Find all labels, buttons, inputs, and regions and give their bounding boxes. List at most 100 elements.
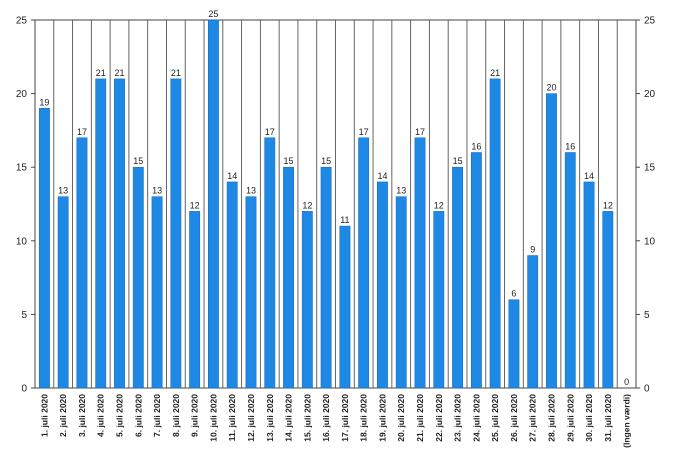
bar — [414, 137, 426, 389]
y-axis-right: 0 5 10 15 20 25 — [636, 16, 656, 395]
bar — [76, 137, 88, 389]
data-label: 12 — [190, 200, 200, 210]
bar — [470, 152, 482, 389]
x-tick-label: 14. juli 2020 — [284, 394, 294, 442]
bar — [95, 78, 107, 389]
bars — [38, 19, 614, 389]
data-label: 9 — [530, 245, 535, 255]
y-tick-label-right: 15 — [644, 163, 656, 174]
x-tick-label: 22. juli 2020 — [434, 394, 444, 442]
bar — [395, 196, 407, 389]
data-label: 14 — [584, 171, 594, 181]
data-label: 16 — [471, 141, 481, 151]
x-tick-label: 23. juli 2020 — [453, 394, 463, 442]
data-label: 17 — [265, 127, 275, 137]
data-label: 17 — [77, 127, 87, 137]
data-label: 21 — [115, 68, 125, 78]
y-axis-left: 0 5 10 15 20 25 — [16, 16, 35, 395]
x-tick-label: 21. juli 2020 — [415, 394, 425, 442]
data-label: 21 — [490, 68, 500, 78]
data-label: 16 — [565, 141, 575, 151]
bar — [57, 196, 69, 389]
x-tick-label: (Ingen værdi) — [622, 394, 632, 448]
y-tick-label-left: 0 — [21, 384, 27, 395]
bar — [564, 152, 576, 389]
x-tick-label: 11. juli 2020 — [227, 394, 237, 442]
x-tick-label: 29. juli 2020 — [565, 394, 575, 442]
y-tick-label-right: 5 — [644, 310, 650, 321]
x-tick-label: 24. juli 2020 — [471, 394, 481, 442]
data-label: 17 — [359, 127, 369, 137]
data-label: 13 — [58, 186, 68, 196]
x-tick-label: 20. juli 2020 — [396, 394, 406, 442]
x-tick-label: 26. juli 2020 — [509, 394, 519, 442]
data-label: 12 — [434, 200, 444, 210]
bar — [264, 137, 276, 389]
bar — [301, 211, 313, 389]
y-tick-label-right: 20 — [644, 89, 656, 100]
data-label: 14 — [377, 171, 387, 181]
bar — [283, 166, 294, 389]
x-tick-label: 10. juli 2020 — [208, 394, 218, 442]
data-label: 19 — [39, 97, 49, 107]
y-tick-label-right: 10 — [644, 236, 656, 247]
bar — [245, 196, 257, 389]
bar — [433, 211, 445, 389]
data-label: 12 — [302, 200, 312, 210]
bar — [151, 196, 163, 389]
data-label: 11 — [340, 215, 349, 225]
bar — [189, 211, 201, 389]
bar — [508, 299, 520, 389]
bar — [320, 166, 332, 389]
bar — [489, 78, 501, 389]
x-tick-label: 28. juli 2020 — [546, 394, 556, 442]
data-label: 15 — [133, 156, 143, 166]
bar — [377, 181, 388, 389]
bar — [339, 225, 351, 389]
y-tick-label-right: 25 — [644, 16, 656, 27]
x-tick-label: 19. juli 2020 — [377, 394, 387, 442]
data-label: 20 — [546, 83, 556, 93]
data-label: 6 — [511, 289, 516, 299]
bar — [170, 78, 182, 389]
y-tick-label-right: 0 — [644, 384, 650, 395]
y-tick-label-left: 20 — [16, 89, 28, 100]
data-label: 15 — [321, 156, 331, 166]
data-label: 14 — [227, 171, 237, 181]
x-tick-label: 17. juli 2020 — [340, 394, 350, 442]
bar — [583, 181, 595, 389]
y-tick-label-left: 25 — [16, 16, 28, 27]
data-label: 13 — [152, 186, 162, 196]
bar — [208, 19, 219, 389]
bar — [358, 137, 370, 389]
bar — [132, 166, 144, 389]
data-label: 13 — [396, 186, 406, 196]
y-tick-label-left: 5 — [21, 310, 27, 321]
x-tick-label: 31. juli 2020 — [603, 394, 613, 442]
data-labels: 19 13 17 21 21 15 13 21 12 25 14 13 17 15 12 15 11 17 14 13… — [39, 9, 629, 387]
bar — [452, 166, 463, 389]
data-label: 12 — [603, 200, 613, 210]
x-tick-label: 13. juli 2020 — [265, 394, 275, 442]
data-label: 21 — [96, 68, 106, 78]
data-label: 15 — [284, 156, 294, 166]
gridlines — [53, 20, 618, 388]
y-tick-label-left: 15 — [16, 163, 28, 174]
x-tick-label: 30. juli 2020 — [584, 394, 594, 442]
x-tick-label: 1. juli 2020 — [39, 394, 49, 437]
x-tick-label: 7. juli 2020 — [152, 394, 162, 437]
bar — [546, 93, 557, 389]
x-tick-label: 15. juli 2020 — [302, 394, 312, 442]
x-tick-label: 4. juli 2020 — [96, 394, 106, 437]
data-label: 13 — [246, 186, 256, 196]
bar — [226, 181, 238, 389]
x-tick-label: 5. juli 2020 — [115, 394, 125, 437]
x-tick-label: 12. juli 2020 — [246, 394, 256, 442]
x-tick-label: 18. juli 2020 — [359, 394, 369, 442]
bar — [38, 108, 50, 389]
x-tick-label: 6. juli 2020 — [133, 394, 143, 437]
x-tick-label: 9. juli 2020 — [190, 394, 200, 437]
data-label: 21 — [171, 68, 181, 78]
x-axis-labels: 1. juli 2020 2. juli 2020 3. juli 2020 4. j… — [39, 394, 631, 448]
